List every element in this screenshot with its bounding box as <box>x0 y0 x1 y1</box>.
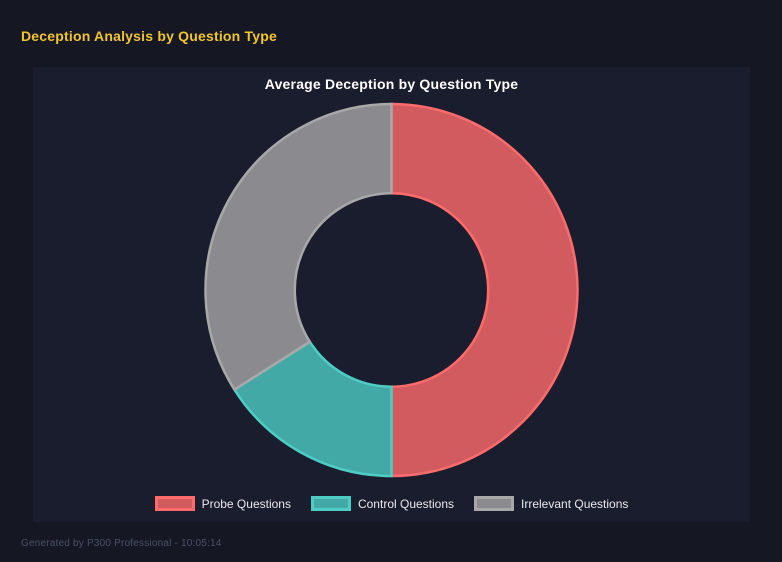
legend-item-irrelevant-questions[interactable]: Irrelevant Questions <box>474 496 628 511</box>
donut-segment-probe-questions[interactable] <box>390 102 579 478</box>
legend-item-probe-questions[interactable]: Probe Questions <box>154 496 291 511</box>
legend-swatch-irrelevant-icon <box>474 496 515 511</box>
donut-chart <box>204 102 579 478</box>
legend-label: Irrelevant Questions <box>521 496 629 511</box>
legend-label: Probe Questions <box>201 496 291 511</box>
donut-segment-control-questions[interactable] <box>232 340 393 478</box>
page-title: Deception Analysis by Question Type <box>21 28 277 44</box>
legend-swatch-probe-icon <box>154 496 195 511</box>
footer-note: Generated by P300 Professional - 10:05:1… <box>21 538 222 549</box>
chart-legend: Probe Questions Control Questions Irrele… <box>33 496 750 511</box>
chart-title: Average Deception by Question Type <box>264 76 519 92</box>
legend-item-control-questions[interactable]: Control Questions <box>310 496 455 511</box>
legend-label: Control Questions <box>357 496 455 511</box>
chart-panel: Average Deception by Question Type Probe… <box>33 67 750 522</box>
donut-segment-irrelevant-questions[interactable] <box>204 102 393 392</box>
legend-swatch-control-icon <box>310 496 351 511</box>
